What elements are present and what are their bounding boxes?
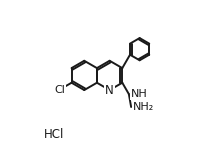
Text: N: N xyxy=(105,84,114,97)
Text: NH: NH xyxy=(131,89,147,99)
Text: HCl: HCl xyxy=(44,127,65,141)
Text: Cl: Cl xyxy=(54,84,65,95)
Text: NH₂: NH₂ xyxy=(133,102,154,112)
